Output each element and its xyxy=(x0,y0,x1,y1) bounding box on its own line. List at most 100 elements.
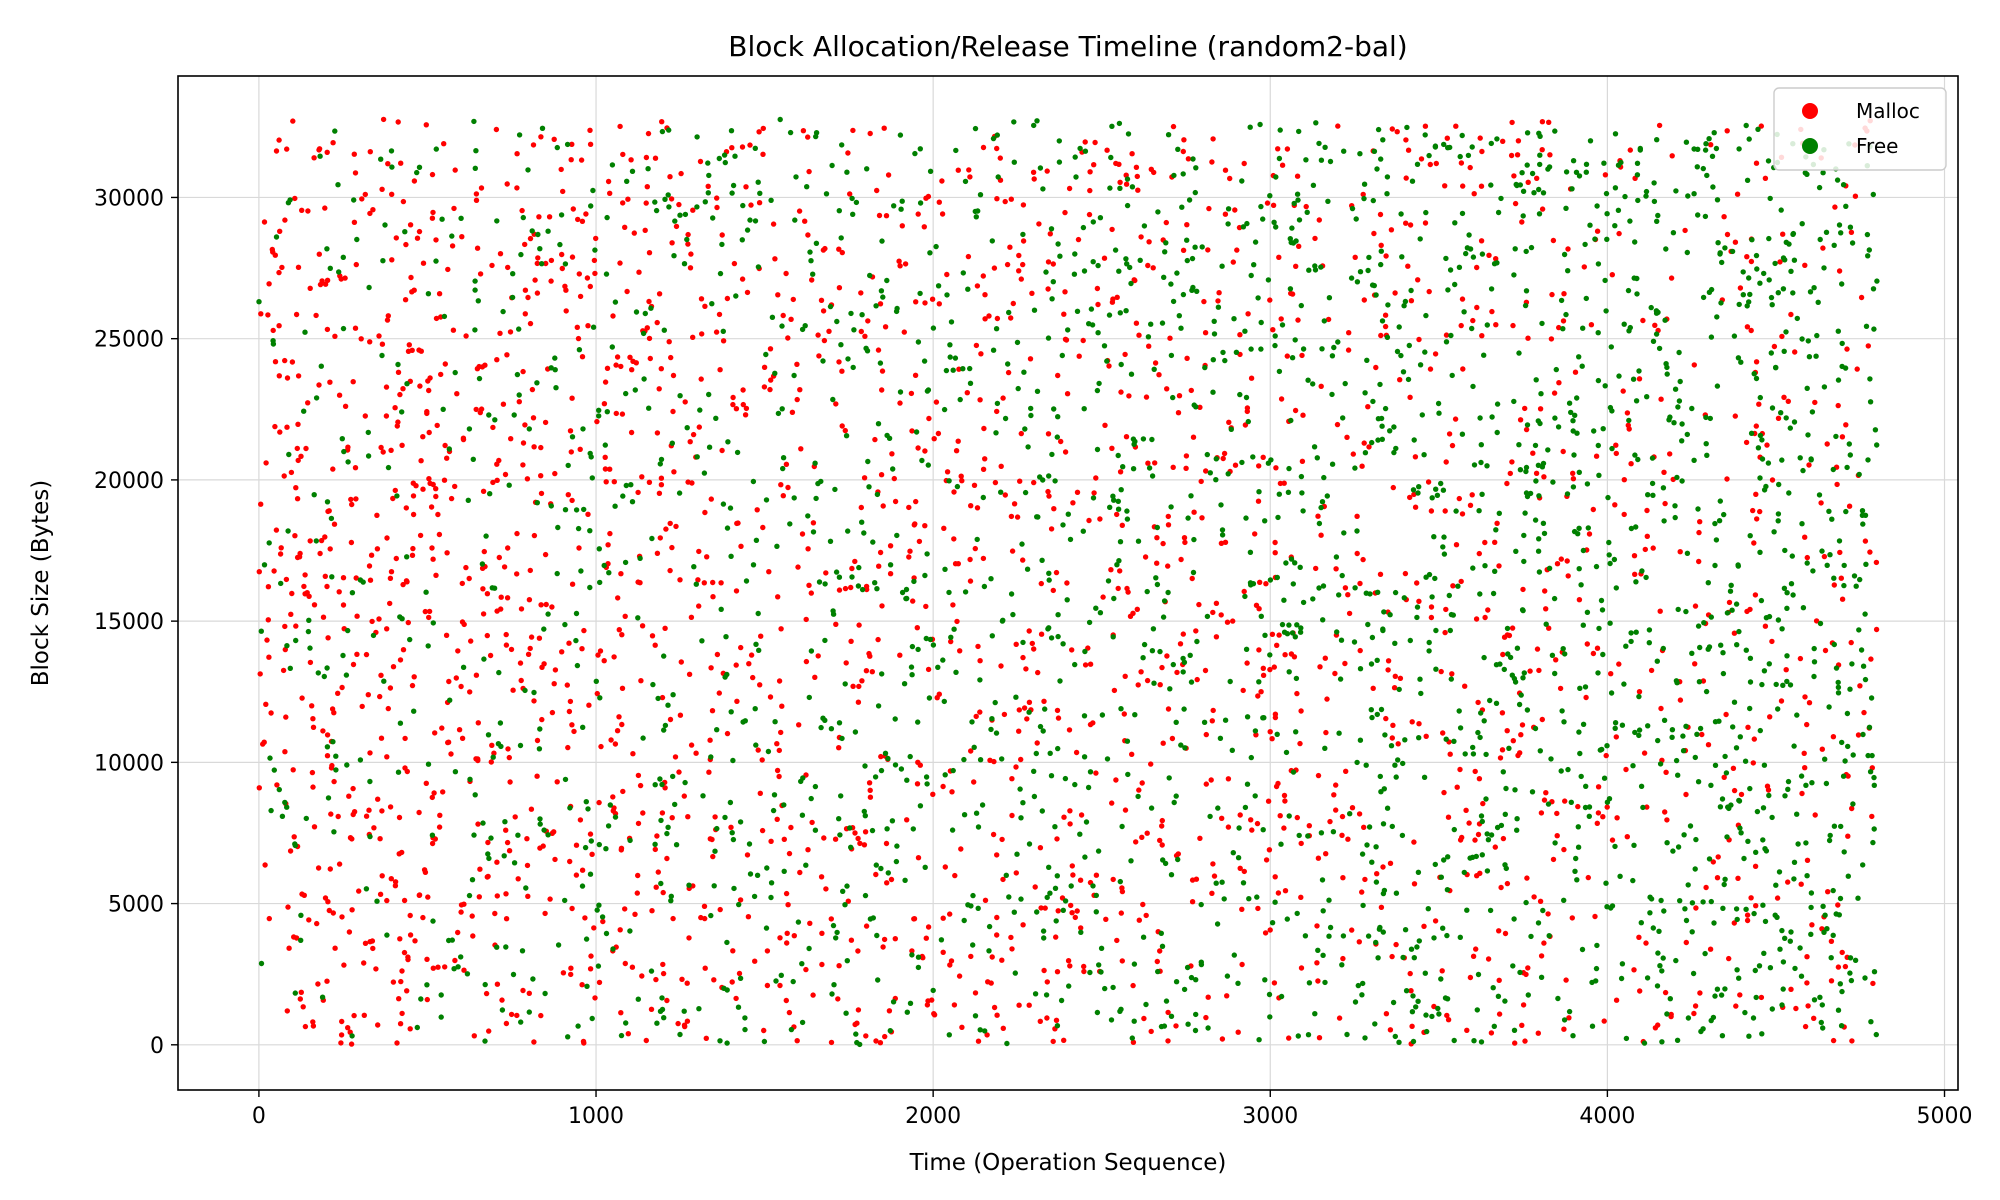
data-point-malloc xyxy=(719,447,725,454)
data-point-free xyxy=(1646,627,1653,633)
data-point-malloc xyxy=(1407,394,1413,400)
data-point-malloc xyxy=(1136,917,1143,923)
data-point-free xyxy=(1520,188,1527,194)
data-point-free xyxy=(1540,907,1546,914)
data-point-malloc xyxy=(1267,729,1273,735)
data-point-malloc xyxy=(491,750,497,756)
data-point-malloc xyxy=(538,134,544,140)
data-point-free xyxy=(472,287,478,293)
data-point-free xyxy=(661,1015,667,1021)
data-point-malloc xyxy=(1663,769,1669,775)
data-point-free xyxy=(662,196,668,202)
data-point-malloc xyxy=(1561,291,1567,297)
data-point-malloc xyxy=(655,869,661,875)
data-point-malloc xyxy=(1067,808,1073,814)
data-point-free xyxy=(1037,165,1044,171)
data-point-free xyxy=(781,802,787,808)
data-point-malloc xyxy=(1298,965,1305,971)
data-point-free xyxy=(1580,622,1587,628)
data-point-malloc xyxy=(1081,968,1087,975)
data-point-free xyxy=(1523,288,1530,294)
data-point-malloc xyxy=(954,618,960,625)
data-point-free xyxy=(1791,876,1797,882)
data-point-malloc xyxy=(295,373,302,379)
data-point-malloc xyxy=(767,386,773,393)
data-point-free xyxy=(1067,536,1074,543)
data-point-malloc xyxy=(980,466,987,472)
data-point-free xyxy=(1722,876,1728,882)
data-point-malloc xyxy=(1613,997,1620,1003)
data-point-malloc xyxy=(1142,554,1149,560)
data-point-free xyxy=(1220,349,1226,356)
data-point-malloc xyxy=(485,839,491,846)
data-point-free xyxy=(1316,140,1322,147)
data-point-free xyxy=(1011,159,1017,165)
data-point-malloc xyxy=(536,635,543,641)
data-point-free xyxy=(1808,931,1814,937)
data-point-free xyxy=(926,695,933,701)
data-point-malloc xyxy=(1758,994,1765,1001)
data-point-malloc xyxy=(566,708,573,715)
data-point-malloc xyxy=(262,862,268,868)
data-point-free xyxy=(1719,259,1725,266)
data-point-malloc xyxy=(802,218,808,224)
data-point-free xyxy=(1118,487,1124,493)
data-point-malloc xyxy=(1508,152,1515,159)
data-point-free xyxy=(1784,605,1790,611)
data-point-malloc xyxy=(1009,776,1015,782)
data-point-malloc xyxy=(329,762,335,769)
data-point-free xyxy=(829,162,835,169)
data-point-malloc xyxy=(487,652,494,659)
data-point-malloc xyxy=(652,155,659,161)
data-point-malloc xyxy=(370,945,376,952)
data-point-malloc xyxy=(1764,442,1770,448)
data-point-free xyxy=(1478,813,1485,819)
data-point-malloc xyxy=(542,910,548,917)
data-point-free xyxy=(589,1015,595,1022)
data-point-malloc xyxy=(1190,434,1197,440)
data-point-malloc xyxy=(1108,567,1114,573)
data-point-free xyxy=(1193,977,1199,983)
data-point-malloc xyxy=(1844,346,1850,352)
data-point-free xyxy=(1387,428,1393,434)
data-point-free xyxy=(576,347,583,353)
data-point-free xyxy=(672,801,678,808)
data-point-free xyxy=(1374,657,1380,663)
data-point-malloc xyxy=(1271,664,1278,670)
data-point-free xyxy=(1475,971,1482,978)
data-point-malloc xyxy=(1292,407,1299,414)
data-point-free xyxy=(780,465,786,472)
data-point-free xyxy=(1066,983,1072,989)
data-point-free xyxy=(1679,478,1685,484)
data-point-malloc xyxy=(1377,571,1384,577)
data-point-free xyxy=(548,365,554,371)
data-point-free xyxy=(866,484,872,490)
data-point-free xyxy=(1838,230,1844,236)
data-point-malloc xyxy=(759,827,766,834)
data-point-free xyxy=(333,753,339,759)
data-point-malloc xyxy=(324,277,331,283)
data-point-malloc xyxy=(279,264,285,271)
data-point-malloc xyxy=(1133,320,1140,326)
data-point-free xyxy=(1024,566,1031,572)
data-point-free xyxy=(975,824,982,830)
data-point-free xyxy=(768,880,775,886)
data-point-free xyxy=(1288,417,1294,424)
data-point-free xyxy=(256,299,262,305)
data-point-malloc xyxy=(426,387,432,394)
data-point-malloc xyxy=(733,588,740,594)
data-point-free xyxy=(1054,1022,1061,1029)
data-point-malloc xyxy=(994,408,1000,415)
data-point-malloc xyxy=(1474,304,1480,311)
data-point-malloc xyxy=(1331,792,1337,798)
data-point-malloc xyxy=(775,292,781,298)
data-point-malloc xyxy=(374,546,381,552)
data-point-free xyxy=(276,786,282,793)
data-point-free xyxy=(511,412,517,418)
data-point-malloc xyxy=(571,728,577,735)
data-point-malloc xyxy=(367,210,373,217)
data-point-free xyxy=(717,270,724,277)
data-point-malloc xyxy=(1677,697,1684,703)
data-point-free xyxy=(990,347,997,353)
data-point-free xyxy=(1393,890,1400,896)
